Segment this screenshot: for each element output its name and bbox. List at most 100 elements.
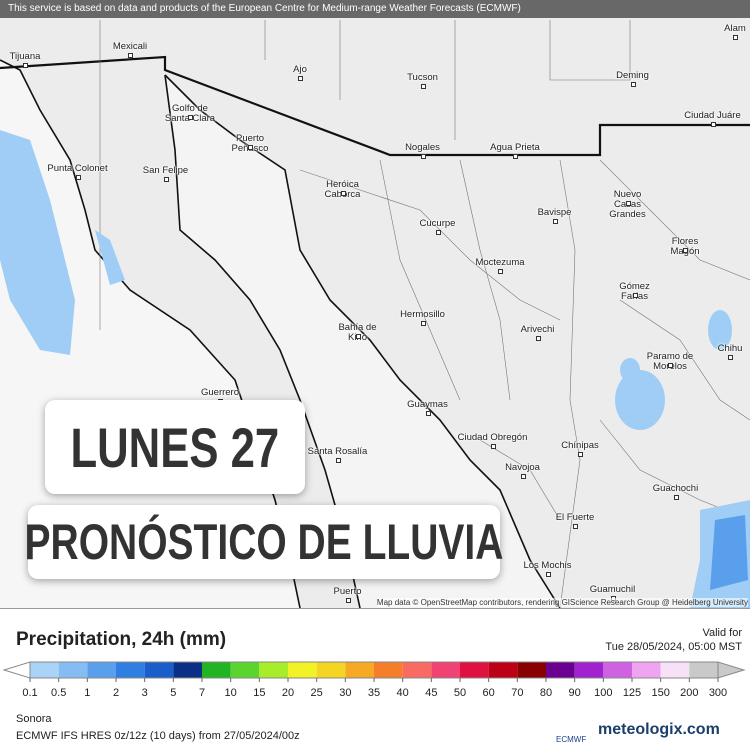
place-dot [23, 63, 28, 68]
place-label: Golfo de Santa Clara [164, 103, 216, 124]
place-label: Flores Magón [670, 236, 699, 257]
attribution: Map data © OpenStreetMap contributors, r… [376, 598, 748, 607]
place-dot [490, 444, 496, 449]
tick-label: 125 [623, 687, 641, 699]
tick-label: 300 [709, 687, 727, 699]
tick-label: 30 [339, 687, 351, 699]
colorbar: 0.1 0.5 1 2 3 5 7 10 15 20 25 30 35 40 45 50 60 70 80 90 100… [2, 661, 746, 699]
color-bin [431, 662, 460, 678]
place-dot [632, 293, 638, 298]
place-label: Hermosillo [400, 309, 445, 320]
color-bin [316, 662, 346, 678]
color-bin [488, 662, 518, 678]
valid-time: Tue 28/05/2024, 05:00 MST [605, 641, 742, 653]
admin-lines [99, 20, 750, 608]
subtitle-box: PRONÓSTICO DE LLUVIA [25, 505, 503, 579]
color-bin [689, 662, 718, 678]
color-bin [460, 662, 489, 678]
place-label: Los Mochis [523, 560, 572, 571]
tick-label: 70 [511, 687, 523, 699]
place-dot [498, 269, 503, 274]
tick-label: 15 [253, 687, 265, 699]
place-label: Agua Prieta [490, 142, 540, 153]
rain-core [710, 515, 748, 590]
tick-label: 60 [483, 687, 495, 699]
tick-label: 5 [170, 687, 176, 699]
tick-label: 100 [594, 687, 612, 699]
place-label: Guerrero [200, 387, 239, 398]
tick-label: 1 [84, 687, 90, 699]
tick-label: 40 [397, 687, 409, 699]
ecmwf-logo: ECMWF [556, 735, 587, 744]
place-dot [335, 458, 341, 463]
place-label: San Felipe [142, 165, 189, 176]
place-dot [163, 177, 169, 182]
color-bin [574, 662, 604, 678]
place-dot [420, 154, 426, 159]
place-label: Moctezuma [475, 257, 525, 268]
place-label: Mexicali [112, 41, 148, 52]
region: Sonora [16, 713, 52, 725]
subtitle: PRONÓSTICO DE LLUVIA [24, 514, 504, 570]
color-bin [144, 662, 174, 678]
legend-title: Precipitation, 24h (mm) [16, 629, 227, 650]
place-label: Deming [616, 70, 649, 81]
place-dot [355, 334, 361, 339]
place-label: Bavispe [537, 207, 572, 218]
coastline [164, 74, 561, 608]
color-bin [87, 662, 116, 678]
place-dot [668, 363, 673, 368]
valid-label: Valid for [702, 627, 742, 639]
tick-label: 2 [113, 687, 119, 699]
gulf [165, 75, 560, 608]
place-dot [733, 35, 738, 40]
place-label: Tijuana [9, 51, 41, 62]
tick-label: 0.1 [22, 687, 37, 699]
color-bin [517, 662, 546, 678]
tick-label: 200 [680, 687, 698, 699]
color-bin [374, 662, 403, 678]
place-dot [535, 336, 541, 341]
place-dot [75, 175, 81, 180]
notice: This service is based on data and produc… [0, 0, 750, 18]
color-bin [288, 662, 317, 678]
color-bin [660, 662, 690, 678]
border [0, 55, 750, 157]
color-bin [230, 662, 260, 678]
place-label: Gómez Farías [619, 281, 650, 302]
tick-label: 20 [282, 687, 294, 699]
place-label: Arivechi [520, 324, 555, 335]
tick-label: 3 [142, 687, 148, 699]
place-dot [425, 411, 431, 416]
tick-label: 35 [368, 687, 380, 699]
tick-label: 0.5 [51, 687, 66, 699]
place-label: Alam [724, 23, 746, 34]
place-label: Puerto [333, 586, 362, 597]
place-label: Tucson [407, 72, 438, 83]
place-dot [630, 82, 636, 87]
color-bin [402, 662, 432, 678]
place-dot [673, 495, 679, 500]
place-dot [545, 572, 551, 577]
place-label: Heróica Caborca [325, 179, 361, 200]
place-label: Punta Colonet [47, 163, 108, 174]
tick-label: 80 [540, 687, 552, 699]
color-bin [116, 662, 145, 678]
place-dot [683, 248, 688, 253]
place-label: Nogales [405, 142, 440, 153]
place-dot [248, 145, 253, 150]
place-label: Guaymas [407, 399, 448, 410]
color-bin [546, 662, 575, 678]
tick-label: 45 [425, 687, 437, 699]
color-bin [603, 662, 632, 678]
place-dot [420, 321, 426, 326]
place-label: Guamuchil [589, 584, 636, 595]
place-dot [513, 154, 518, 159]
place-label: Puerto Peñasco [232, 133, 269, 154]
place-label: Santa Rosalía [307, 446, 368, 457]
place-dot [710, 122, 716, 127]
place-dot [420, 84, 426, 89]
color-bin [632, 662, 661, 678]
